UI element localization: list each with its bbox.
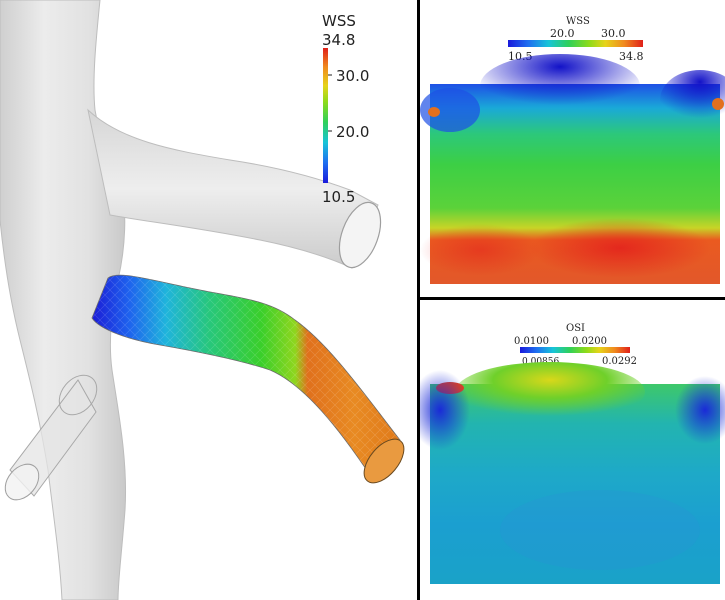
model-legend-max: 34.8 <box>322 31 355 49</box>
osi-legend: OSI 0.0100 0.0200 0.00856 0.0292 <box>514 323 637 367</box>
wss-map-panel[interactable]: WSS 20.0 30.0 10.5 34.8 <box>420 0 725 297</box>
wss-legend-title: WSS <box>566 16 590 27</box>
model-legend-tick-30: 30.0 <box>336 67 369 85</box>
osi-map-canvas[interactable]: OSI 0.0100 0.0200 0.00856 0.0292 <box>420 300 725 600</box>
branch-opening <box>338 201 382 269</box>
osi-legend-title: OSI <box>566 323 585 334</box>
wss-legend-max: 34.8 <box>619 50 644 63</box>
model-legend-min: 10.5 <box>322 188 355 206</box>
osi-field-map <box>420 362 725 584</box>
wss-legend: WSS 20.0 30.0 10.5 34.8 <box>508 16 644 63</box>
osi-map-panel[interactable]: OSI 0.0100 0.0200 0.00856 0.0292 <box>420 300 725 600</box>
wss-field-map <box>420 54 725 284</box>
wss-map-canvas[interactable]: WSS 20.0 30.0 10.5 34.8 <box>420 0 725 297</box>
vessel-model-canvas[interactable]: WSS 34.8 30.0 20.0 10.5 <box>0 0 417 600</box>
wss-legend-colorbar <box>508 40 643 47</box>
vessel-upper-branch <box>87 108 379 269</box>
model-wss-legend: WSS 34.8 30.0 20.0 10.5 <box>322 12 369 206</box>
wss-legend-tick-30: 30.0 <box>601 27 626 40</box>
osi-legend-tick-0100: 0.0100 <box>514 336 549 347</box>
osi-legend-max: 0.0292 <box>602 356 637 367</box>
osi-legend-min: 0.00856 <box>522 357 559 367</box>
osi-legend-tick-0200: 0.0200 <box>572 336 607 347</box>
wss-legend-tick-20: 20.0 <box>550 27 575 40</box>
model-legend-title: WSS <box>322 12 356 30</box>
vessel-3d-view[interactable]: WSS 34.8 30.0 20.0 10.5 <box>0 0 417 600</box>
tube-opening <box>363 438 405 484</box>
model-legend-colorbar <box>323 48 328 183</box>
model-legend-tick-20: 20.0 <box>336 123 369 141</box>
vertical-divider <box>417 0 420 600</box>
horizontal-divider <box>420 297 725 300</box>
osi-legend-colorbar <box>520 347 630 353</box>
